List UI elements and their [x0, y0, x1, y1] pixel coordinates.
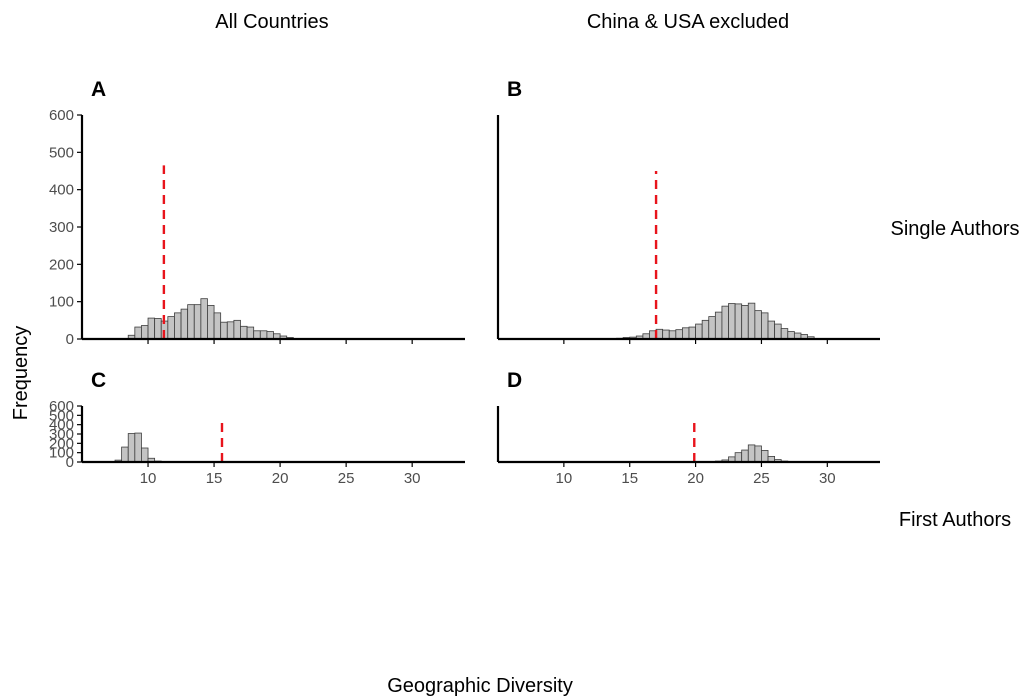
histogram-bar-a-17: [240, 325, 248, 340]
histogram-bar-b-11: [688, 326, 696, 340]
histogram-bar-b-16: [721, 305, 729, 340]
x-tick-label-c-25: 25: [338, 470, 355, 487]
y-tick-label-a-400: 400: [49, 182, 74, 199]
histogram-bar-b-18: [734, 303, 743, 340]
y-tick-label-c-500: 500: [49, 407, 74, 424]
histogram-bar-a-12: [207, 304, 215, 340]
histogram-bar-b-25: [780, 328, 789, 340]
histogram-bar-b-7: [662, 329, 670, 340]
panel-b: B: [496, 78, 880, 344]
histogram-bar-b-24: [774, 323, 782, 340]
x-tick-label-c-10: 10: [140, 470, 157, 487]
x-tick-label-c-20: 20: [272, 470, 289, 487]
histogram-bar-a-18: [246, 326, 255, 340]
histogram-bar-a-9: [187, 304, 195, 340]
histogram-bar-b-10: [682, 327, 690, 340]
y-tick-label-c-300: 300: [49, 426, 74, 443]
histogram-bar-a-15: [226, 321, 235, 340]
panel-d: D 10 15 20 25 30: [496, 369, 880, 487]
histogram-bar-a-21: [266, 331, 274, 340]
y-tick-label-a-200: 200: [49, 256, 74, 273]
histogram-bar-a-13: [213, 312, 222, 340]
histogram-bar-d-8: [761, 450, 769, 463]
histogram-bar-a-8: [180, 308, 189, 340]
histogram-bar-b-12: [695, 323, 703, 340]
histogram-bar-b-22: [761, 312, 769, 340]
panel-letter-b: B: [507, 78, 522, 101]
histogram-bar-c-2: [127, 433, 136, 463]
histogram-bar-a-10: [193, 304, 202, 340]
y-tick-label-a-600: 600: [49, 107, 74, 124]
y-tick-label-a-0: 0: [66, 331, 74, 348]
y-tick-label-c-200: 200: [49, 435, 74, 452]
y-tick-label-a-100: 100: [49, 294, 74, 311]
x-axis-title: Geographic Diversity: [387, 675, 573, 697]
histogram-bar-a-1: [134, 326, 142, 340]
histogram-bar-c-3: [134, 432, 142, 463]
row-label-single-authors: Single Authors: [891, 218, 1020, 240]
histogram-bar-a-14: [220, 321, 228, 340]
histogram-bar-a-7: [174, 312, 182, 340]
histogram-bar-c-1: [121, 446, 129, 463]
panel-letter-d: D: [507, 369, 522, 392]
histogram-bar-b-13: [701, 319, 710, 340]
histogram-bar-b-21: [754, 310, 762, 340]
histogram-bar-b-19: [741, 304, 749, 340]
x-tick-label-d-15: 15: [621, 470, 638, 487]
histogram-bar-a-2: [141, 325, 149, 340]
y-tick-label-a-300: 300: [49, 219, 74, 236]
y-tick-label-a-500: 500: [49, 144, 74, 161]
column-title-all-countries: All Countries: [215, 11, 328, 33]
histogram-bar-b-8: [668, 330, 677, 340]
histogram-bar-d-4: [734, 452, 743, 463]
y-tick-label-c-100: 100: [49, 445, 74, 462]
histogram-bar-a-16: [233, 319, 241, 340]
panel-letter-c: C: [91, 369, 106, 392]
panel-letter-a: A: [91, 78, 106, 101]
histogram-bar-b-26: [787, 331, 795, 340]
y-axis-title: Frequency: [10, 326, 32, 421]
histogram-bar-a-6: [167, 316, 175, 340]
histogram-bar-a-19: [253, 330, 261, 340]
histogram-bar-b-14: [708, 316, 716, 340]
row-label-first-authors: First Authors: [899, 509, 1011, 531]
column-title-china-usa-excluded: China & USA excluded: [587, 11, 789, 33]
panel-a: A 0 100 200 300 400 500 600: [49, 78, 465, 348]
x-tick-label-d-25: 25: [753, 470, 770, 487]
histogram-bar-a-11: [200, 298, 208, 340]
x-tick-label-c-30: 30: [404, 470, 421, 487]
x-tick-label-d-20: 20: [687, 470, 704, 487]
histogram-bar-a-20: [259, 330, 268, 340]
histogram-bar-b-15: [714, 311, 723, 340]
y-tick-label-c-0: 0: [66, 454, 74, 471]
histogram-bar-c-4: [141, 447, 149, 463]
y-tick-label-c-600: 600: [49, 398, 74, 415]
histogram-bar-d-6: [747, 444, 756, 463]
histogram-bar-b-20: [747, 302, 756, 340]
histogram-bar-d-5: [741, 449, 749, 463]
y-tick-label-c-400: 400: [49, 417, 74, 434]
histogram-bar-a-4: [154, 318, 162, 340]
x-tick-label-d-10: 10: [556, 470, 573, 487]
x-tick-label-c-15: 15: [206, 470, 223, 487]
x-tick-label-d-30: 30: [819, 470, 836, 487]
histogram-bar-b-17: [728, 303, 736, 340]
histogram-bar-b-23: [767, 320, 776, 340]
histogram-bar-d-7: [754, 445, 762, 463]
histogram-bar-a-3: [147, 317, 156, 340]
histogram-bar-b-9: [675, 329, 683, 340]
